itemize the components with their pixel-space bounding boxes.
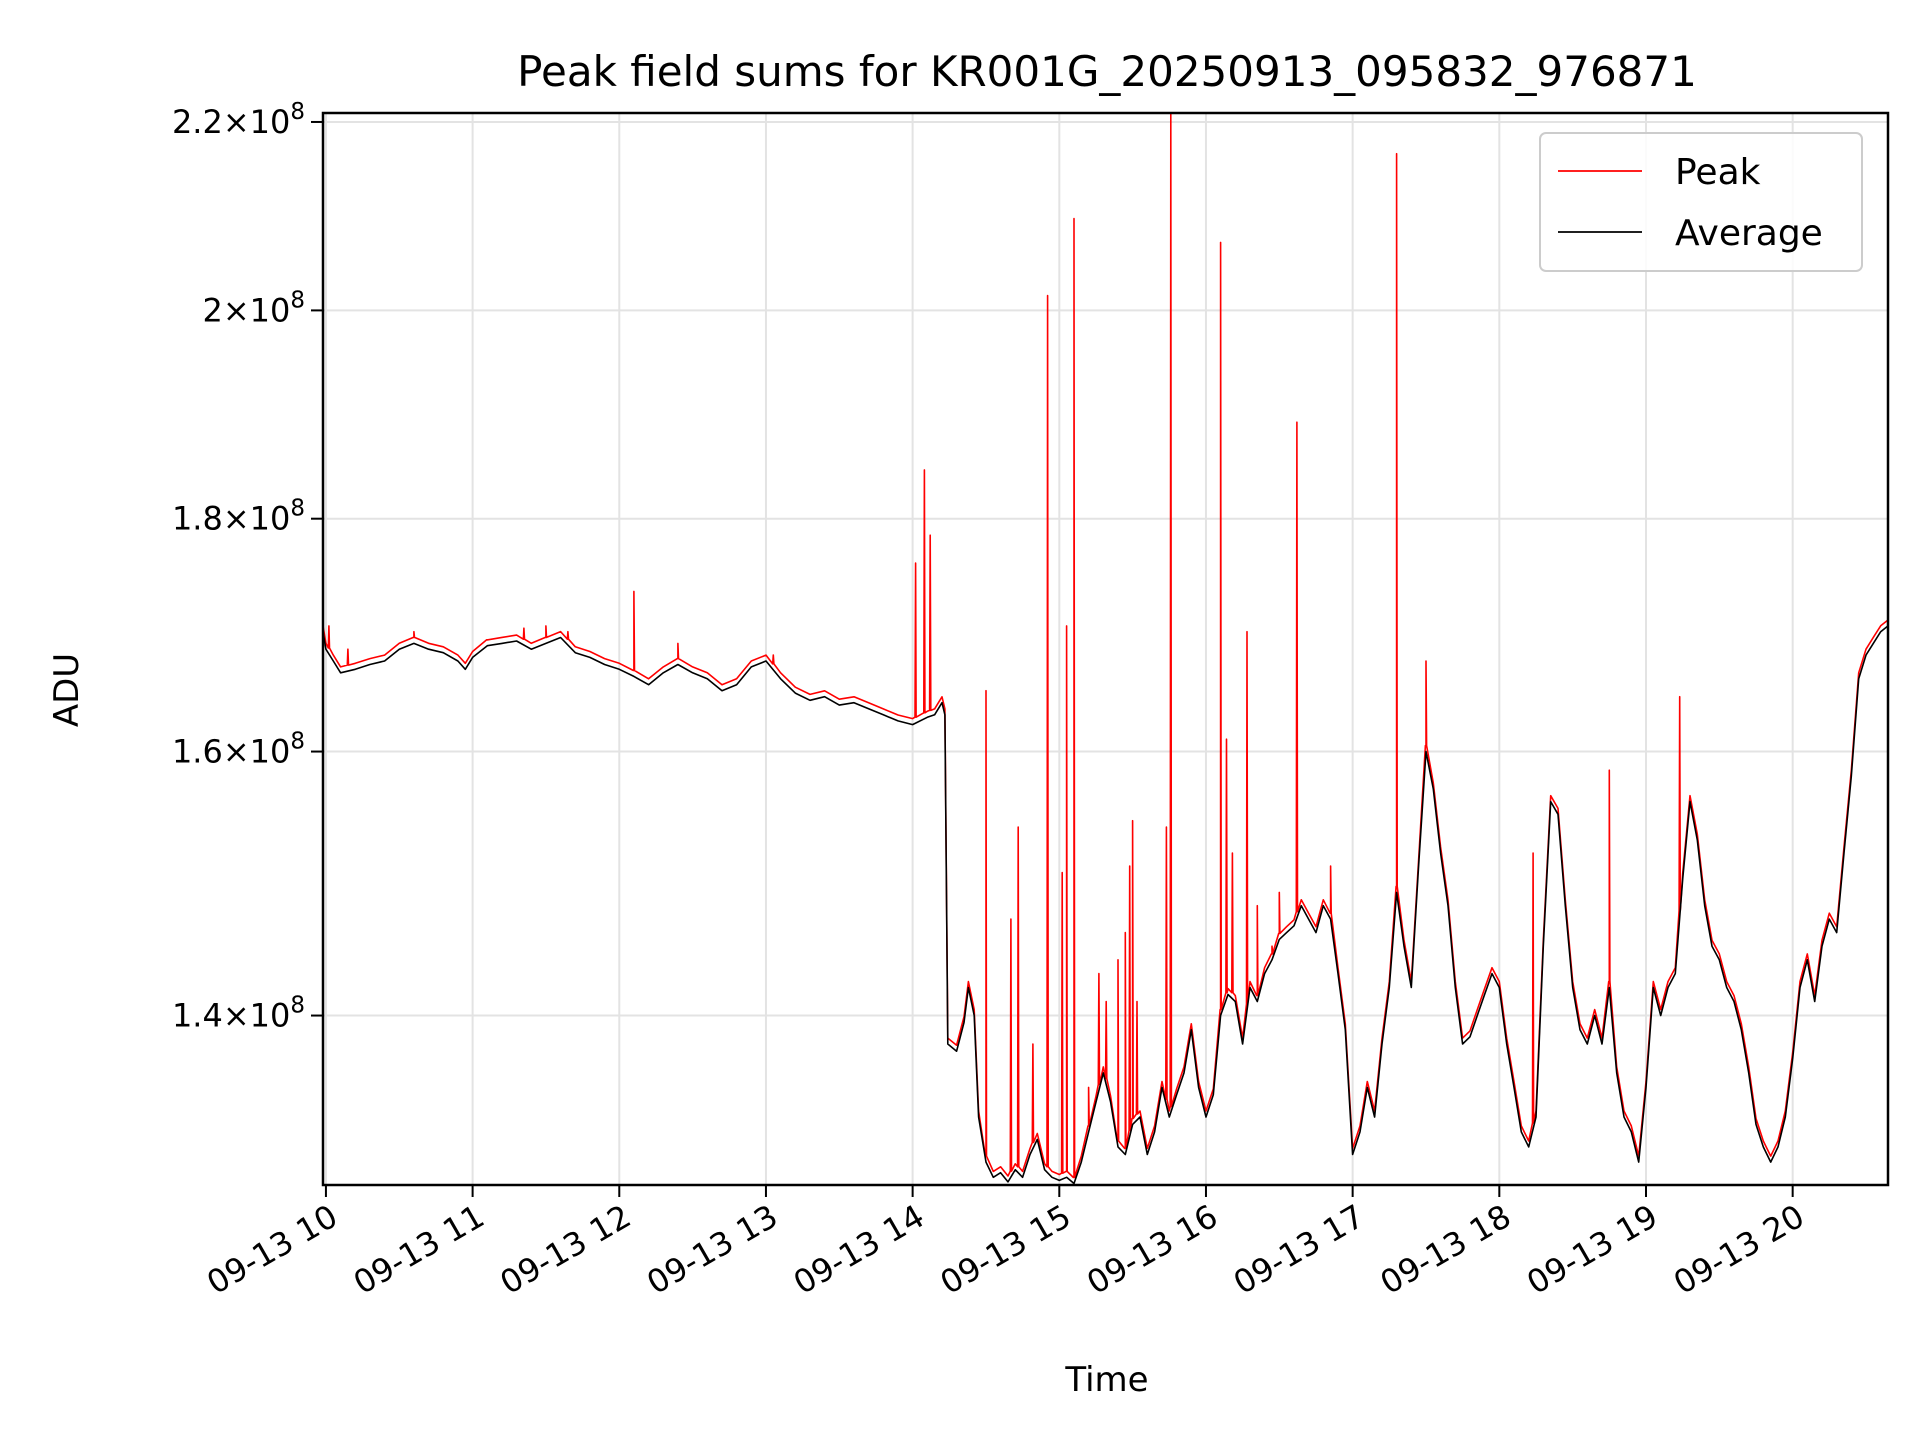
legend-box [1539,132,1863,272]
y-axis-label: ADU [47,653,87,727]
y-tick-label: 1.6×108 [172,729,305,771]
axes-frame [321,111,1890,1187]
plot-area [322,112,1889,1185]
chart-title: Peak field sums for KR001G_20250913_0958… [517,47,1697,96]
series-line-average [322,625,1889,1185]
y-tick-label: 1.8×108 [172,496,305,538]
x-axis-label: Time [1064,1360,1148,1400]
grid [323,113,1888,1185]
series-line-peak [322,112,1889,1179]
y-axis: 1.4×108 1.6×108 1.8×108 2×108 2.2×108 [172,99,323,1035]
y-tick-label: 2.2×108 [172,99,305,141]
y-tick-label: 2×108 [202,287,305,329]
legend: Peak Average [1539,132,1863,272]
legend-label: Average [1675,213,1823,254]
y-tick-label: 1.4×108 [172,993,305,1035]
legend-label: Peak [1675,152,1761,193]
